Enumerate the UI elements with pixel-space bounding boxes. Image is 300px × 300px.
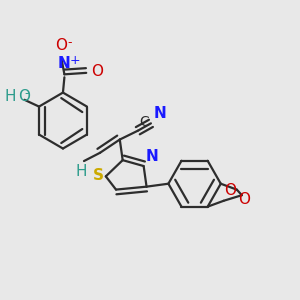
Text: O: O bbox=[56, 38, 68, 53]
Text: +: + bbox=[70, 54, 80, 67]
Text: -: - bbox=[25, 87, 29, 101]
Text: O: O bbox=[224, 183, 236, 198]
Text: N: N bbox=[146, 149, 159, 164]
Text: H: H bbox=[5, 89, 16, 104]
Text: O: O bbox=[18, 89, 30, 104]
Text: -: - bbox=[67, 36, 72, 49]
Text: S: S bbox=[92, 168, 104, 183]
Text: H: H bbox=[75, 164, 87, 179]
Text: O: O bbox=[92, 64, 104, 79]
Text: C: C bbox=[140, 115, 149, 129]
Text: O: O bbox=[238, 192, 250, 207]
Text: N: N bbox=[58, 56, 71, 71]
Text: N: N bbox=[154, 106, 167, 121]
